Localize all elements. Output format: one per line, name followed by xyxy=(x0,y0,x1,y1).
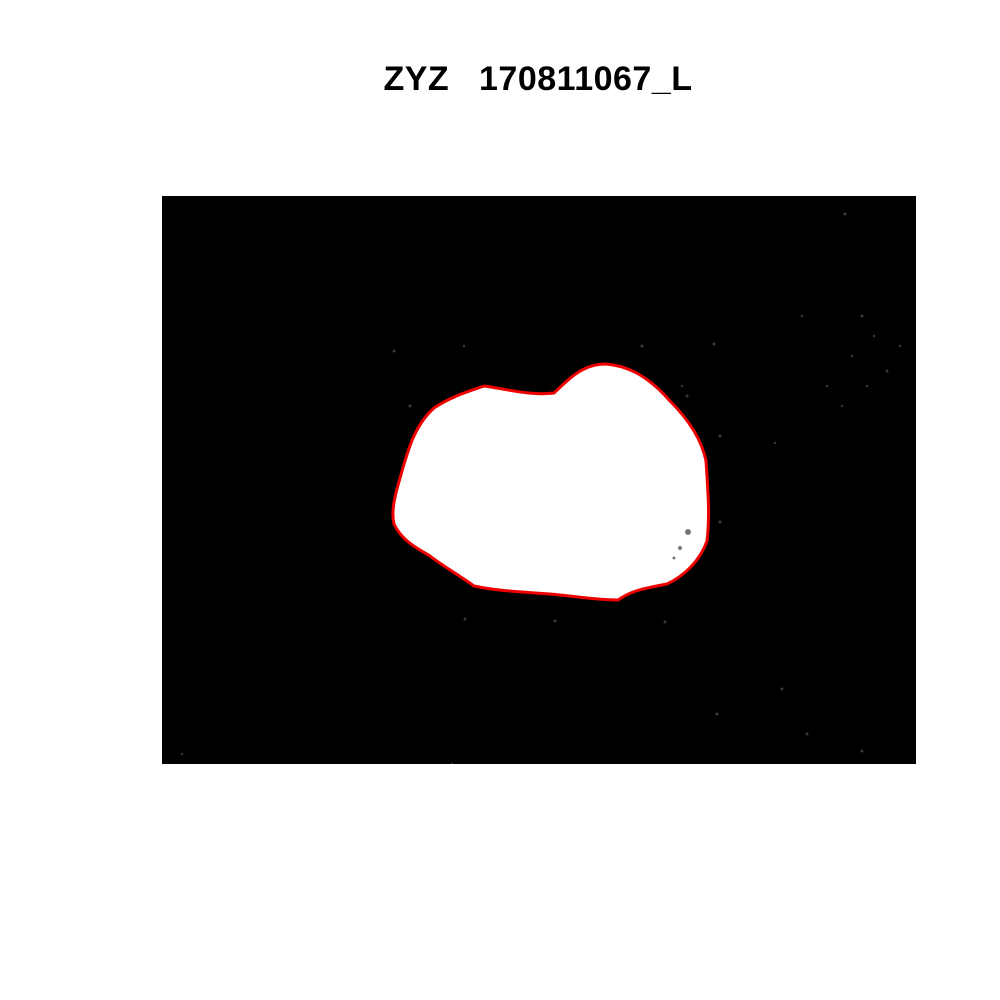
region-specks xyxy=(672,529,691,560)
region-contour xyxy=(391,362,711,602)
figure-title: ZYZ 170811067_L xyxy=(383,60,693,98)
segmentation-image xyxy=(162,196,916,764)
background-speckles xyxy=(180,212,902,764)
segmentation-svg xyxy=(162,196,916,764)
segmented-region xyxy=(392,364,709,600)
